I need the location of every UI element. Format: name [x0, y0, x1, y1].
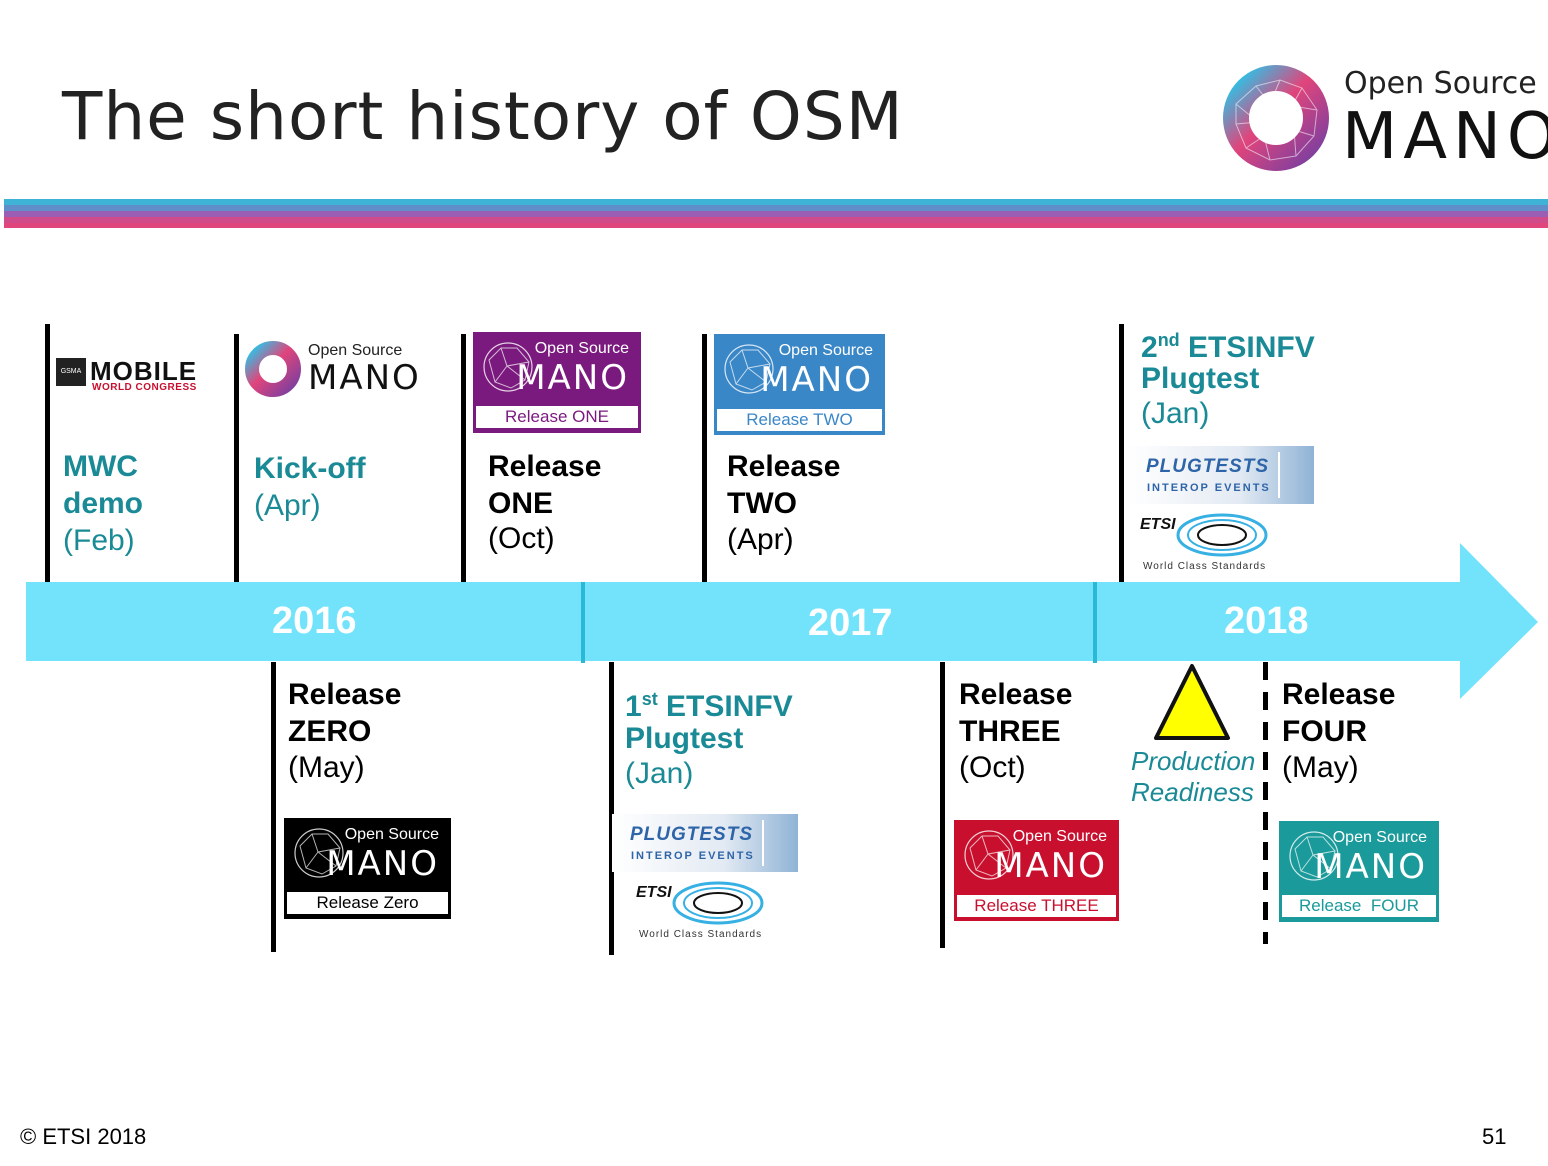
- plugtest-2-date: (Jan): [1141, 397, 1210, 430]
- release-four-logo-release: Release FOUR: [1282, 895, 1436, 917]
- plugtest-1-label-line1: 1st ETSINFV: [625, 689, 793, 723]
- globe-icon: [1289, 831, 1339, 881]
- globe-icon: [964, 830, 1014, 880]
- release-four-logo-line1: Open Source: [1332, 829, 1427, 846]
- release-three-date: (Oct): [959, 751, 1026, 784]
- kickoff-logo-line1: Open Source: [308, 342, 403, 359]
- milestone-line-kickoff: [234, 334, 239, 582]
- release-two-date: (Apr): [727, 523, 794, 556]
- release-zero-logo: Open Source MANO Release Zero: [284, 818, 451, 919]
- kickoff-logo-line2: MANO: [308, 358, 421, 398]
- etsi-sub: World Class Standards: [1143, 561, 1267, 572]
- header-stripes: [4, 199, 1548, 228]
- release-zero-label-line2: ZERO: [288, 715, 372, 748]
- year-2017: 2017: [808, 602, 893, 644]
- release-two-label-line2: TWO: [727, 487, 797, 520]
- globe-icon: [724, 344, 774, 394]
- milestone-line-plugtest-1: [609, 662, 614, 955]
- plugtests-word: PLUGTESTS: [1146, 456, 1270, 477]
- header-logo-line1: Open Source: [1344, 66, 1537, 101]
- plugtests-arrows-icon: [762, 820, 796, 866]
- globe-icon: [483, 342, 533, 392]
- etsi-swirl-icon: [1176, 513, 1268, 557]
- release-three-label-line1: Release: [959, 678, 1073, 711]
- milestone-line-plugtest-2: [1119, 324, 1124, 582]
- release-three-logo-line2: MANO: [994, 846, 1107, 886]
- plugtest-2-label-line2: Plugtest: [1141, 362, 1260, 395]
- mwc-logo-sub: WORLD CONGRESS: [92, 382, 197, 393]
- release-two-logo-line2: MANO: [760, 360, 873, 400]
- gsma-badge: GSMA: [56, 358, 86, 386]
- release-four-logo-line2: MANO: [1314, 847, 1427, 887]
- header-logo-line2: MANO: [1342, 100, 1548, 174]
- release-three-label-line2: THREE: [959, 715, 1061, 748]
- production-label-line2: Readiness: [1131, 777, 1254, 807]
- milestone-line-release-two: [702, 334, 707, 582]
- milestone-line-release-one: [461, 334, 466, 582]
- release-four-label-line2: FOUR: [1282, 715, 1367, 748]
- release-zero-logo-release: Release Zero: [287, 892, 448, 914]
- release-three-logo-release: Release THREE: [957, 895, 1116, 917]
- kickoff-osm-logo: Open Source MANO: [244, 340, 419, 402]
- etsi-sub: World Class Standards: [639, 929, 763, 940]
- plugtests-logo: PLUGTESTS INTEROP EVENTS: [1128, 446, 1314, 504]
- release-one-label-line2: ONE: [488, 487, 554, 520]
- mwc-date: (Feb): [63, 524, 135, 557]
- plugtest-2-label-line1: 2nd ETSINFV: [1141, 330, 1315, 364]
- page-number: 51: [1482, 1124, 1507, 1149]
- release-one-logo-release: Release ONE: [476, 406, 638, 428]
- release-three-logo-line1: Open Source: [1012, 828, 1107, 845]
- mwc-label-line1: MWC: [63, 450, 138, 483]
- plugtests-sub: INTEROP EVENTS: [631, 850, 755, 862]
- mwc-label-line2: demo: [63, 487, 144, 520]
- release-zero-date: (May): [288, 751, 365, 784]
- osm-ring-icon: [245, 341, 301, 397]
- etsi-swirl-icon: [672, 881, 764, 925]
- plugtest-1-label-line2: Plugtest: [625, 722, 744, 755]
- kickoff-label: Kick-off: [254, 452, 366, 485]
- release-one-label-line1: Release: [488, 450, 602, 483]
- slide-title: The short history of OSM: [62, 78, 904, 155]
- kickoff-date: (Apr): [254, 489, 321, 522]
- plugtests-arrows-icon: [1278, 452, 1312, 498]
- release-one-logo: Open Source MANO Release ONE: [473, 332, 641, 433]
- etsi-logo: ETSI World Class Standards: [636, 880, 768, 944]
- release-four-logo: Open Source MANO Release FOUR: [1279, 821, 1439, 922]
- timeline-arrow: [26, 543, 1538, 699]
- release-four-date: (May): [1282, 751, 1359, 784]
- release-two-logo-release: Release TWO: [717, 409, 882, 431]
- release-three-logo: Open Source MANO Release THREE: [954, 820, 1119, 921]
- milestone-line-release-zero: [271, 662, 276, 952]
- year-2018: 2018: [1224, 600, 1309, 642]
- release-two-logo-line1: Open Source: [778, 342, 873, 359]
- plugtests-logo: PLUGTESTS INTEROP EVENTS: [612, 814, 798, 872]
- etsi-word: ETSI: [636, 884, 672, 901]
- plugtest-1-date: (Jan): [625, 757, 694, 790]
- mwc-logo-word: MOBILE: [90, 356, 198, 386]
- release-one-logo-line2: MANO: [516, 358, 629, 398]
- footer-copyright: © ETSI 2018: [20, 1124, 147, 1149]
- release-two-label-line1: Release: [727, 450, 841, 483]
- release-zero-label-line1: Release: [288, 678, 402, 711]
- milestone-line-mwc: [45, 324, 50, 582]
- milestone-line-release-four: [1263, 662, 1268, 944]
- mwc-logo: GSMA MOBILE WORLD CONGRESS: [54, 356, 224, 396]
- osm-header-logo: Open Source MANO: [1222, 64, 1548, 174]
- plugtests-sub: INTEROP EVENTS: [1147, 482, 1271, 494]
- plugtests-word: PLUGTESTS: [630, 824, 754, 845]
- milestone-line-release-three: [940, 662, 945, 948]
- release-zero-logo-line2: MANO: [326, 844, 439, 884]
- release-four-label-line1: Release: [1282, 678, 1396, 711]
- release-two-logo: Open Source MANO Release TWO: [714, 334, 885, 435]
- etsi-word: ETSI: [1140, 516, 1176, 533]
- osm-ring-icon: [1223, 65, 1329, 171]
- production-label-line1: Production: [1131, 746, 1256, 776]
- release-one-logo-line1: Open Source: [534, 340, 629, 357]
- release-zero-logo-line1: Open Source: [344, 826, 439, 843]
- globe-icon: [294, 828, 344, 878]
- year-2016: 2016: [272, 600, 357, 642]
- warning-triangle-icon: [1154, 664, 1230, 740]
- etsi-logo: ETSI World Class Standards: [1140, 512, 1272, 576]
- release-one-date: (Oct): [488, 522, 555, 555]
